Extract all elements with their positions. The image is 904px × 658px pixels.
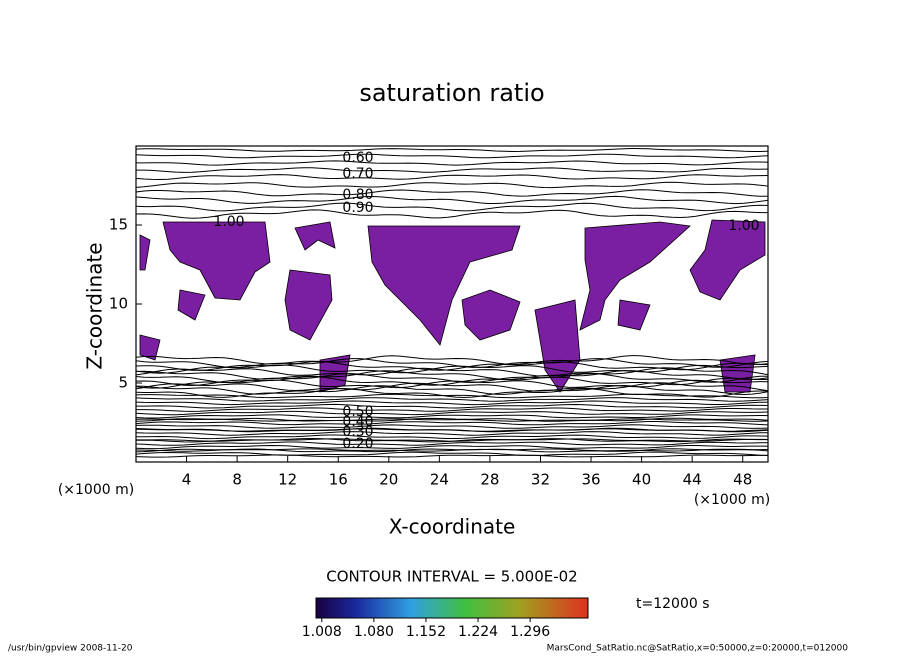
region	[139, 234, 151, 271]
x-tick-label: 44	[683, 471, 702, 489]
x-tick-label: 40	[632, 471, 651, 489]
contour-line	[136, 428, 768, 432]
contour-line	[136, 384, 768, 396]
contour-line	[136, 451, 768, 456]
y-axis-title: Z-coordinate	[83, 242, 107, 369]
x-tick-label: 12	[278, 471, 297, 489]
contour-line	[136, 382, 768, 392]
x-tick-label: 36	[581, 471, 600, 489]
plot-frame	[135, 145, 769, 463]
contour-line	[136, 400, 768, 406]
contour-line	[136, 202, 768, 212]
x-tick-label: 24	[430, 471, 449, 489]
contour-interval: CONTOUR INTERVAL = 5.000E-02	[326, 568, 577, 586]
y-tick-label: 5	[118, 374, 128, 392]
contour-label: 0.40	[342, 414, 373, 430]
contour-label: 1.00	[213, 214, 244, 230]
contour-line	[136, 418, 768, 422]
x-tick-label: 48	[733, 471, 752, 489]
region	[461, 289, 521, 341]
colorbar-tick-label: 1.224	[458, 624, 498, 640]
contour-line	[136, 434, 768, 440]
region	[294, 221, 336, 251]
y-unit: (×1000 m)	[58, 482, 134, 498]
contour-label: 0.60	[342, 150, 373, 166]
contour-line	[136, 195, 768, 205]
contour-line	[136, 417, 768, 422]
contour-line	[136, 407, 768, 412]
footer-right: MarsCond_SatRatio.nc@SatRatio,x=0:50000,…	[547, 644, 849, 654]
contour-line	[136, 441, 768, 446]
contour-label: 0.30	[342, 424, 373, 440]
contour-line	[136, 444, 768, 450]
colorbar-tick-label: 1.008	[302, 624, 342, 640]
contour-line	[136, 355, 768, 365]
region	[367, 225, 521, 346]
contour-line	[136, 424, 768, 429]
contour-line	[136, 421, 768, 426]
chart-title: saturation ratio	[359, 79, 544, 107]
contour-line	[136, 448, 768, 452]
contour-line	[136, 438, 768, 442]
region	[579, 221, 691, 331]
x-tick-label: 8	[232, 471, 242, 489]
contour-line	[136, 361, 768, 371]
contour-line	[136, 189, 768, 197]
contour-line	[136, 454, 768, 458]
y-tick-label: 10	[109, 295, 128, 313]
x-tick-label: 20	[379, 471, 398, 489]
contour-line	[136, 379, 768, 389]
contour-line	[136, 181, 768, 189]
region	[139, 334, 161, 361]
region	[617, 299, 651, 331]
contour-line	[136, 431, 768, 436]
contour-line	[136, 174, 768, 181]
colorbar-tick-label: 1.152	[406, 624, 446, 640]
contour-line	[136, 367, 768, 377]
region	[177, 289, 206, 321]
contour-line	[136, 209, 768, 219]
contour-label: 1.00	[728, 218, 759, 234]
contour-line	[136, 376, 768, 387]
region	[284, 269, 333, 341]
x-axis-title: X-coordinate	[389, 515, 516, 539]
contour-lines	[136, 147, 768, 458]
contour-line	[136, 153, 768, 159]
colorbar-tick-label: 1.296	[510, 624, 550, 640]
contour-line	[136, 387, 768, 399]
contour-line	[136, 370, 768, 381]
contour-label: 0.80	[342, 187, 373, 203]
contour-line	[136, 358, 768, 368]
footer-left: /usr/bin/gpview 2008-11-20	[8, 644, 133, 654]
x-tick-label: 16	[329, 471, 348, 489]
contour-line	[136, 147, 768, 153]
colorbar-tick-label: 1.080	[354, 624, 394, 640]
supersaturated-regions	[139, 219, 766, 393]
region	[689, 219, 766, 301]
x-unit: (×1000 m)	[694, 492, 770, 508]
contour-line	[136, 414, 768, 419]
x-tick-label: 4	[182, 471, 192, 489]
contour-label: 0.70	[342, 166, 373, 182]
contour-line	[136, 364, 768, 374]
x-tick-label: 32	[531, 471, 550, 489]
x-tick-label: 28	[480, 471, 499, 489]
contour-label: 0.90	[342, 200, 373, 216]
contour-line	[136, 397, 768, 402]
colorbar	[315, 597, 589, 619]
contour-line	[136, 403, 768, 409]
contour-line	[136, 167, 768, 173]
y-tick-label: 15	[109, 216, 128, 234]
contour-label: 0.50	[342, 404, 373, 420]
contour-line	[136, 160, 768, 166]
time-label: t=12000 s	[636, 596, 710, 612]
plot-area	[136, 147, 768, 458]
region	[162, 221, 271, 301]
contour-line	[136, 410, 768, 416]
contour-label: 0.20	[342, 436, 373, 452]
